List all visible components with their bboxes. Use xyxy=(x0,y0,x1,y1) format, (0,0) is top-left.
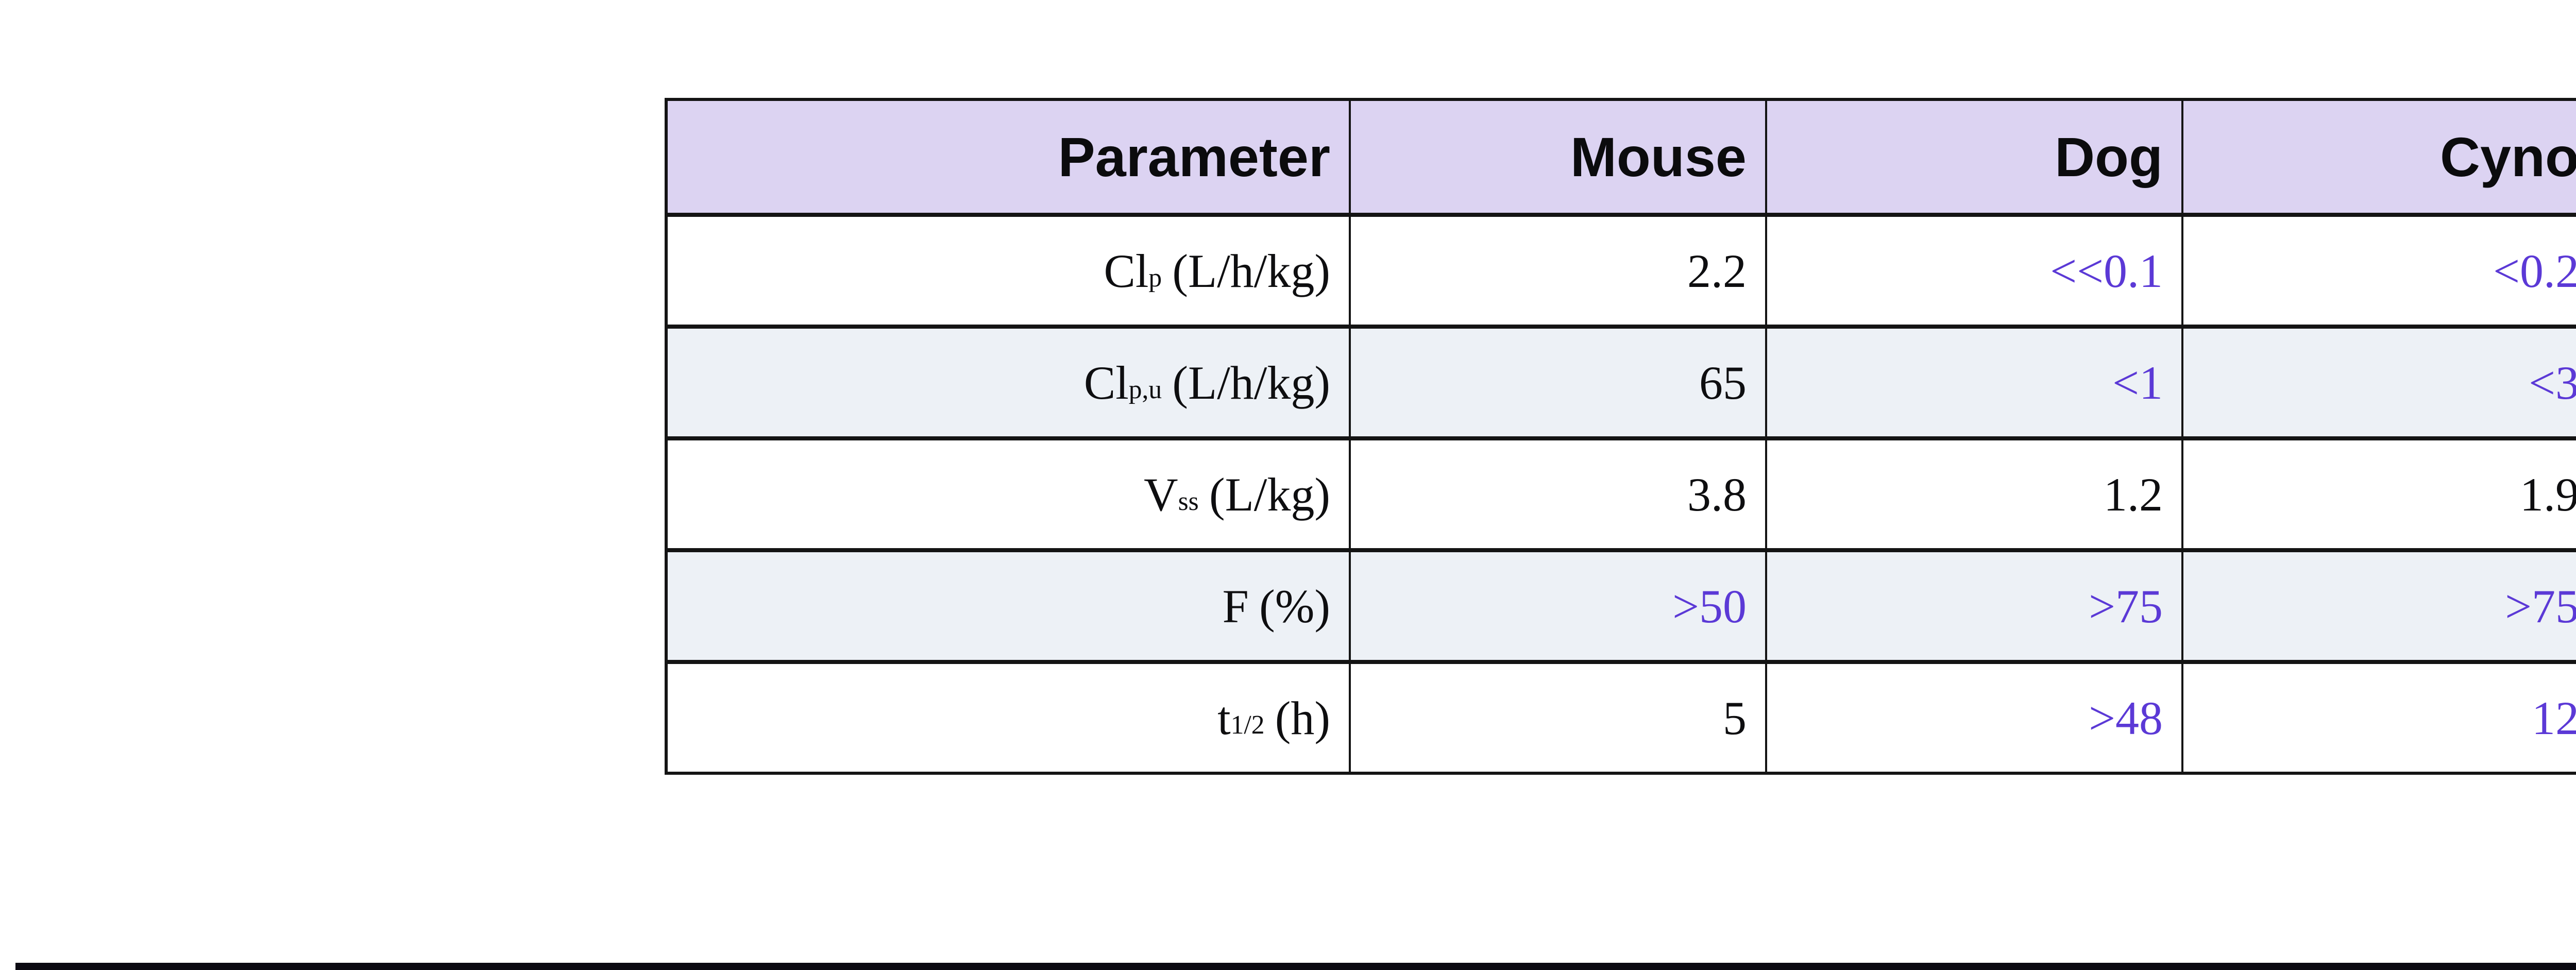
pk-parameters-table: Parameter Mouse Dog Cyno Cl p (L/h/kg) 2.2 <<0.1… xyxy=(665,98,2576,775)
parameter-symbol: t xyxy=(1217,691,1231,744)
header-cell-mouse: Mouse xyxy=(1349,101,1765,213)
parameter-cell: t 1/2 (h) xyxy=(668,664,1349,772)
parameter-unit: (%) xyxy=(1259,580,1330,633)
parameter-cell: F (%) xyxy=(668,552,1349,660)
value-cell-dog: <<0.1 xyxy=(1765,217,2181,325)
parameter-cell: Cl p (L/h/kg) xyxy=(668,217,1349,325)
parameter-symbol: Cl xyxy=(1104,244,1149,297)
parameter-subscript: 1/2 xyxy=(1230,710,1265,740)
value-cell-mouse: 65 xyxy=(1349,329,1765,436)
table-row: Cl p (L/h/kg) 2.2 <<0.1 <0.2 xyxy=(668,213,2576,325)
parameter-symbol: F xyxy=(1222,580,1249,633)
table-row: Cl p,u (L/h/kg) 65 <1 <3 xyxy=(668,325,2576,436)
parameter-subscript: p xyxy=(1148,263,1162,293)
parameter-unit: (h) xyxy=(1275,691,1330,744)
value-cell-dog: >75 xyxy=(1765,552,2181,660)
value-cell-dog: <1 xyxy=(1765,329,2181,436)
value-cell-dog: 1.2 xyxy=(1765,440,2181,548)
parameter-unit: (L/h/kg) xyxy=(1172,244,1330,297)
parameter-cell: Cl p,u (L/h/kg) xyxy=(668,329,1349,436)
value-cell-dog: >48 xyxy=(1765,664,2181,772)
value-cell-mouse: >50 xyxy=(1349,552,1765,660)
value-cell-cyno: 1.9 xyxy=(2181,440,2576,548)
parameter-unit: (L/kg) xyxy=(1209,468,1330,521)
header-cell-dog: Dog xyxy=(1765,101,2181,213)
header-cell-parameter: Parameter xyxy=(1058,126,1330,188)
value-cell-mouse: 2.2 xyxy=(1349,217,1765,325)
table-header-row: Parameter Mouse Dog Cyno xyxy=(668,101,2576,213)
value-cell-mouse: 5 xyxy=(1349,664,1765,772)
parameter-unit: (L/h/kg) xyxy=(1172,356,1330,409)
table-row: F (%) >50 >75 >75 xyxy=(668,548,2576,660)
header-cell-cyno: Cyno xyxy=(2181,101,2576,213)
parameter-subscript: p,u xyxy=(1128,375,1162,405)
value-cell-cyno: <0.2 xyxy=(2181,217,2576,325)
value-cell-cyno: <3 xyxy=(2181,329,2576,436)
value-cell-cyno: >75 xyxy=(2181,552,2576,660)
parameter-symbol: Cl xyxy=(1083,356,1129,409)
parameter-subscript: ss xyxy=(1178,487,1199,517)
value-cell-mouse: 3.8 xyxy=(1349,440,1765,548)
bottom-divider-bar xyxy=(15,963,2576,970)
value-cell-cyno: 12 xyxy=(2181,664,2576,772)
table-row: t 1/2 (h) 5 >48 12 xyxy=(668,660,2576,772)
parameter-symbol: V xyxy=(1144,468,1178,521)
